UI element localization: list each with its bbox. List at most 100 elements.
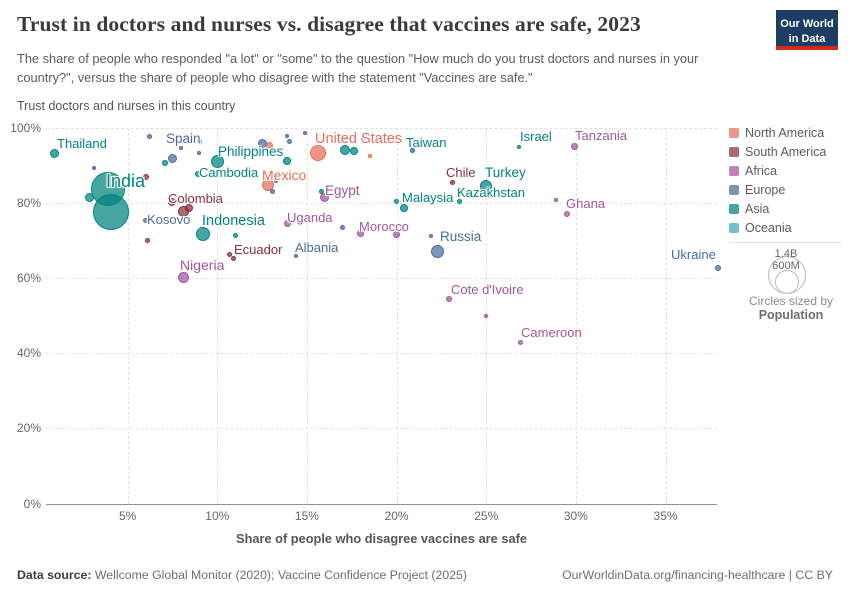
data-point[interactable] — [357, 229, 365, 237]
data-point[interactable] — [318, 188, 324, 194]
data-point-colombia[interactable] — [168, 197, 177, 206]
country-label-colombia: Colombia — [168, 191, 223, 206]
data-point-turkey[interactable] — [480, 179, 493, 192]
data-point-ecuador[interactable] — [227, 252, 233, 258]
data-point-cote-d-ivoire[interactable] — [445, 295, 452, 302]
x-axis-title: Share of people who disagree vaccines ar… — [236, 531, 527, 546]
chart-title: Trust in doctors and nurses vs. disagree… — [17, 12, 641, 36]
data-point[interactable] — [142, 173, 149, 180]
data-point-russia[interactable] — [431, 244, 445, 258]
gridline-horizontal — [46, 278, 717, 280]
data-point-ghana[interactable] — [563, 210, 570, 217]
legend-item-south-america[interactable]: South America — [729, 145, 847, 159]
data-point-albania[interactable] — [294, 254, 299, 259]
legend-item-north-america[interactable]: North America — [729, 126, 847, 140]
legend-item-africa[interactable]: Africa — [729, 164, 847, 178]
size-legend-caption: Circles sized by — [748, 294, 834, 308]
data-point-spain[interactable] — [146, 133, 152, 139]
data-point-kazakhstan[interactable] — [456, 199, 462, 205]
country-label-egypt: Egypt — [325, 183, 360, 198]
data-point-nigeria[interactable] — [177, 271, 189, 283]
data-point-ukraine[interactable] — [714, 265, 721, 272]
data-point-philippines[interactable] — [210, 154, 224, 168]
country-label-kosovo: Kosovo — [147, 212, 191, 227]
data-point[interactable] — [554, 198, 559, 203]
data-point[interactable] — [144, 238, 150, 244]
data-point[interactable] — [339, 144, 350, 155]
gridline-vertical — [217, 128, 219, 504]
x-axis-line — [46, 503, 717, 505]
data-point-tanzania[interactable] — [570, 142, 578, 150]
legend-label: Asia — [745, 202, 770, 216]
country-label-spain: Spain — [166, 131, 201, 146]
data-point-taiwan[interactable] — [410, 148, 416, 154]
data-point[interactable] — [196, 139, 202, 145]
gridline-horizontal — [46, 203, 717, 205]
data-point[interactable] — [285, 133, 290, 138]
country-label-indonesia: Indonesia — [202, 213, 265, 229]
data-point-israel[interactable] — [516, 144, 521, 149]
gridline-horizontal — [46, 353, 717, 355]
data-point-cambodia[interactable] — [194, 170, 201, 177]
legend-item-oceania[interactable]: Oceania — [729, 221, 847, 235]
country-label-albania: Albania — [295, 240, 339, 255]
country-label-israel: Israel — [520, 129, 552, 144]
data-point[interactable] — [349, 146, 358, 155]
data-point-cameroon[interactable] — [517, 340, 523, 346]
data-point-mexico[interactable] — [261, 179, 274, 192]
data-point-morocco[interactable] — [393, 230, 401, 238]
x-tick-label: 25% — [474, 508, 499, 523]
data-point[interactable] — [91, 166, 96, 171]
legend-swatch — [729, 185, 739, 195]
gridline-vertical — [665, 128, 667, 504]
data-point[interactable] — [283, 157, 292, 166]
legend-item-asia[interactable]: Asia — [729, 202, 847, 216]
data-point[interactable] — [340, 224, 346, 230]
data-point[interactable] — [360, 136, 365, 141]
data-point-kosovo[interactable] — [143, 218, 149, 224]
data-point-chile[interactable] — [449, 180, 455, 186]
country-label-kazakhstan: Kazakhstan — [457, 185, 525, 200]
country-label-taiwan: Taiwan — [406, 135, 447, 150]
data-point[interactable] — [85, 192, 95, 202]
data-point[interactable] — [484, 313, 489, 318]
data-point[interactable] — [197, 150, 202, 155]
country-label-cameroon: Cameroon — [521, 325, 582, 340]
data-point[interactable] — [179, 145, 184, 150]
data-point[interactable] — [394, 199, 400, 205]
legend-item-europe[interactable]: Europe — [729, 183, 847, 197]
data-point-indonesia[interactable] — [195, 226, 210, 241]
owid-url-link[interactable]: OurWorldinData.org/financing-healthcare … — [562, 568, 833, 582]
data-point-uganda[interactable] — [283, 220, 291, 228]
data-point[interactable] — [428, 234, 433, 239]
data-point[interactable] — [184, 203, 193, 212]
data-point[interactable] — [265, 141, 273, 149]
data-point[interactable] — [167, 153, 177, 163]
data-point-malaysia[interactable] — [399, 203, 408, 212]
data-point-egypt[interactable] — [320, 192, 330, 202]
legend-divider — [729, 242, 841, 243]
legend-label: South America — [745, 145, 827, 159]
data-point[interactable] — [274, 178, 279, 183]
data-point[interactable] — [162, 159, 169, 166]
data-point-united-states[interactable] — [309, 145, 326, 162]
y-tick-label: 60% — [16, 271, 41, 286]
legend-swatch — [729, 223, 739, 233]
data-point-thailand[interactable] — [49, 149, 59, 159]
y-tick-label: 40% — [16, 346, 41, 361]
data-point[interactable] — [230, 255, 236, 261]
data-point[interactable] — [232, 233, 238, 239]
data-point[interactable] — [254, 148, 259, 153]
data-point[interactable] — [303, 130, 308, 135]
data-point[interactable] — [270, 189, 276, 195]
size-legend-small-circle — [775, 270, 799, 294]
data-point[interactable] — [286, 138, 292, 144]
size-legend-big-value: 1.4B — [774, 248, 798, 260]
data-point-india[interactable] — [90, 171, 125, 206]
data-point[interactable] — [367, 154, 372, 159]
country-label-philippines: Philippines — [218, 144, 284, 159]
owid-logo[interactable]: Our World in Data — [776, 10, 838, 50]
country-label-turkey: Turkey — [485, 165, 526, 180]
country-label-mexico: Mexico — [262, 167, 307, 183]
